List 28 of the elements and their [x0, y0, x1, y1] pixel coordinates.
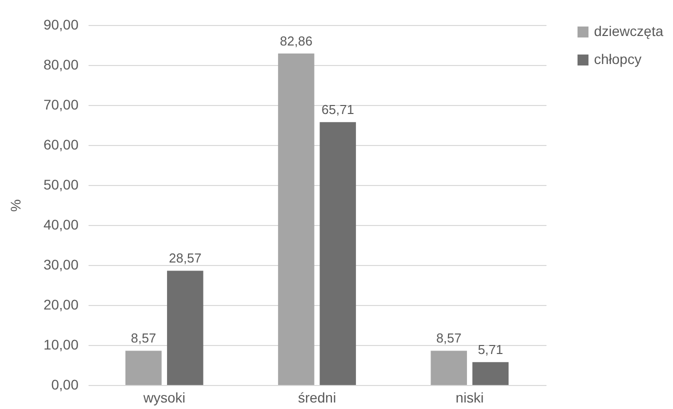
- bar: [167, 270, 204, 385]
- bar: [320, 122, 356, 385]
- data-label: 8,57: [436, 330, 462, 346]
- data-label: 65,71: [322, 102, 354, 118]
- legend-label: dziewczęta: [594, 23, 664, 39]
- y-tick-label: 60,00: [43, 136, 79, 152]
- x-tick-label: niski: [456, 390, 484, 406]
- data-label: 5,71: [478, 342, 504, 358]
- bar: [125, 350, 162, 385]
- bar: [430, 350, 467, 385]
- y-tick-label: 20,00: [43, 296, 79, 312]
- y-tick-label: 50,00: [43, 176, 79, 192]
- y-tick-label: 70,00: [43, 96, 79, 112]
- bar: [278, 54, 314, 385]
- x-tick-label: średni: [298, 390, 336, 406]
- data-label: 8,57: [130, 330, 156, 346]
- y-tick-label: 40,00: [43, 216, 79, 232]
- x-tick-label: wysoki: [142, 390, 186, 406]
- bar: [472, 362, 509, 385]
- y-tick-label: 10,00: [43, 336, 79, 352]
- y-tick-label: 30,00: [43, 256, 79, 272]
- legend-label: chłopcy: [594, 51, 642, 67]
- y-tick-label: 80,00: [43, 56, 79, 72]
- data-label: 28,57: [168, 250, 202, 266]
- y-tick-label: 90,00: [43, 16, 79, 32]
- y-axis-title: %: [7, 199, 24, 212]
- y-tick-label: 0,00: [51, 376, 79, 392]
- data-label: 82,86: [280, 34, 312, 49]
